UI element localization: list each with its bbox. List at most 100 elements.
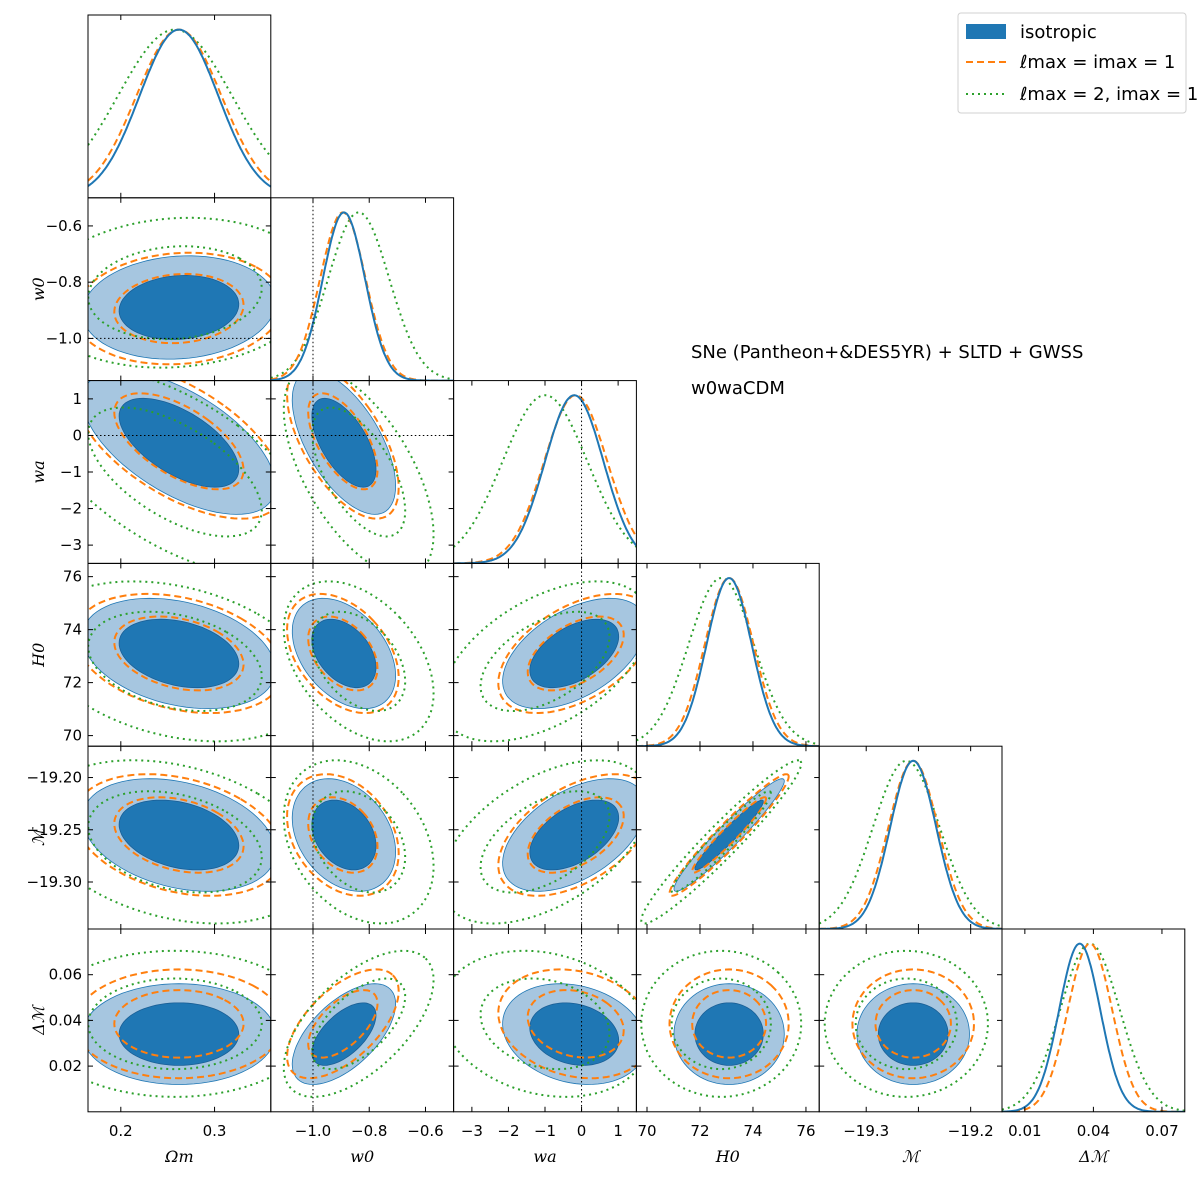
legend-frame bbox=[957, 12, 1187, 114]
annotation-model: w0waCDM bbox=[691, 378, 785, 399]
contour-dot-95 bbox=[640, 759, 803, 925]
x-tick-label: 0.04 bbox=[1077, 1122, 1110, 1140]
contour-dot-68 bbox=[670, 977, 772, 1071]
contour-dot-68 bbox=[311, 406, 407, 538]
contour-dash-95 bbox=[851, 968, 976, 1080]
panel-frame bbox=[270, 197, 455, 382]
contour-iso-68 bbox=[311, 799, 377, 871]
y-tick-label: −19.20 bbox=[26, 769, 82, 787]
contour-dot-68 bbox=[88, 245, 263, 341]
contour-iso-68 bbox=[311, 397, 377, 488]
contour-iso-68 bbox=[118, 397, 240, 488]
x-tick-label: −0.8 bbox=[351, 1122, 387, 1140]
x-axis-label-H0: H0 bbox=[715, 1147, 740, 1166]
contour-dash-95 bbox=[497, 968, 637, 1080]
y-tick-label: −1 bbox=[60, 463, 82, 481]
panel-frame bbox=[818, 745, 1003, 930]
legend-label-dashed: ℓmax = imax = 1 bbox=[1019, 52, 1175, 73]
x-tick-label: −19.3 bbox=[843, 1122, 889, 1140]
contour-dash-68 bbox=[526, 615, 625, 692]
y-tick-label: 74 bbox=[63, 621, 82, 639]
panel-Om-wa bbox=[88, 380, 271, 564]
panel-w0-w0 bbox=[270, 197, 454, 381]
contour-iso-68 bbox=[694, 799, 764, 871]
panel-w0-wa bbox=[270, 380, 454, 564]
x-axis-label-w0: w0 bbox=[350, 1147, 374, 1166]
marginal-curve-dot bbox=[636, 576, 820, 746]
x-axis-label-Om: Ωm bbox=[164, 1147, 193, 1166]
contour-dot-95 bbox=[453, 759, 637, 925]
y-tick-label: 76 bbox=[63, 568, 82, 586]
x-tick-label: −3 bbox=[461, 1122, 483, 1140]
y-axis-label-H0: H0 bbox=[29, 643, 48, 668]
marginal-curve-dot bbox=[453, 394, 637, 548]
panel-H0-H0 bbox=[636, 576, 820, 747]
marginal-curve-dash bbox=[819, 759, 1002, 930]
contour-iso-68 bbox=[311, 618, 377, 689]
contour-dash-68 bbox=[113, 392, 245, 491]
contour-dot-95 bbox=[88, 949, 271, 1098]
contour-dot-95 bbox=[282, 580, 435, 743]
panel-w0-M bbox=[282, 746, 435, 929]
x-axis-label-wa: wa bbox=[533, 1147, 556, 1166]
contour-dash-95 bbox=[497, 773, 637, 897]
contour-dot-68 bbox=[88, 977, 263, 1071]
y-axis-label-wa: wa bbox=[29, 460, 48, 483]
contour-dash-95 bbox=[88, 380, 271, 520]
panel-H0-M bbox=[640, 759, 803, 925]
contour-dot-68 bbox=[311, 790, 407, 894]
contour-iso-68 bbox=[694, 1002, 764, 1066]
panel-Om-dM bbox=[88, 949, 271, 1098]
panel-Om-M bbox=[88, 759, 271, 925]
panel-frame bbox=[635, 562, 820, 747]
x-tick-label: 0.07 bbox=[1145, 1122, 1178, 1140]
y-tick-label: −0.6 bbox=[46, 217, 82, 235]
y-tick-label: −2 bbox=[60, 500, 82, 518]
contour-dot-68 bbox=[88, 610, 263, 713]
legend: isotropic ℓmax = imax = 1 ℓmax = 2, imax… bbox=[957, 12, 1198, 114]
contour-dash-95 bbox=[497, 592, 637, 714]
contour-dash-68 bbox=[526, 989, 625, 1059]
contour-dot-95 bbox=[453, 949, 637, 1098]
contour-dot-68 bbox=[670, 790, 772, 894]
panel-Om-w0 bbox=[88, 216, 271, 369]
x-tick-label: 0.01 bbox=[1008, 1122, 1041, 1140]
panel-wa-wa bbox=[453, 380, 637, 564]
panel-frame bbox=[87, 14, 272, 199]
marginal-curve-iso bbox=[88, 28, 271, 188]
panel-M-M bbox=[819, 759, 1003, 930]
x-tick-label: 72 bbox=[690, 1122, 709, 1140]
contour-dash-68 bbox=[307, 615, 379, 692]
panel-wa-dM bbox=[453, 929, 637, 1112]
contour-dash-95 bbox=[286, 968, 400, 1080]
contour-dash-68 bbox=[113, 796, 245, 874]
x-axis-label-dM: Δℳ bbox=[1078, 1147, 1111, 1166]
y-tick-label: 72 bbox=[63, 674, 82, 692]
marginal-curve-iso bbox=[453, 394, 637, 564]
contour-iso-68 bbox=[877, 1002, 949, 1066]
x-tick-label: −2 bbox=[497, 1122, 519, 1140]
x-tick-label: 76 bbox=[796, 1122, 815, 1140]
panel-w0-H0 bbox=[282, 563, 435, 747]
contour-dot-95 bbox=[88, 216, 271, 369]
legend-label-isotropic: isotropic bbox=[1020, 22, 1097, 43]
x-tick-label: 0 bbox=[577, 1122, 587, 1140]
x-tick-label: 0.2 bbox=[109, 1122, 133, 1140]
y-tick-label: −1.0 bbox=[46, 329, 82, 347]
contour-iso-68 bbox=[118, 618, 240, 689]
panels: −1.0 −0.8 −0.6 w0 −3 −2 −1 0 1 wa 70 72 74 76 H0 −19.3 0… bbox=[26, 14, 1186, 1166]
panel-Om-H0 bbox=[88, 580, 271, 743]
contour-dash-68 bbox=[113, 989, 245, 1059]
y-tick-label: 1 bbox=[72, 390, 82, 408]
contour-dash-68 bbox=[307, 796, 379, 874]
y-tick-label: −19.25 bbox=[26, 821, 82, 839]
x-tick-label: 70 bbox=[637, 1122, 656, 1140]
contour-iso-68 bbox=[529, 799, 620, 871]
panel-wa-H0 bbox=[453, 563, 637, 747]
contour-dash-68 bbox=[526, 796, 625, 874]
marginal-curve-dot bbox=[88, 28, 271, 158]
marginal-curve-dash bbox=[88, 28, 271, 183]
contour-dash-68 bbox=[113, 615, 245, 692]
marginal-curve-dot bbox=[1002, 942, 1185, 1112]
